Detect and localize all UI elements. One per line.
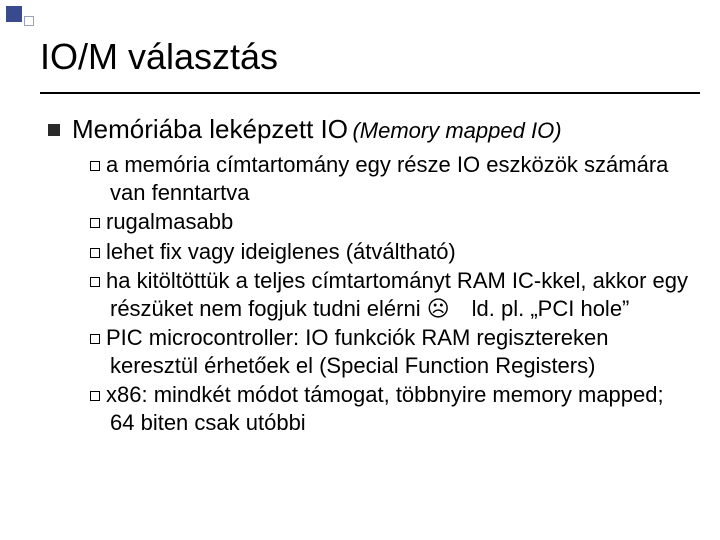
- list-item-text: PIC microcontroller: IO funkciók RAM reg…: [106, 325, 609, 378]
- square-outline-bullet-icon: [90, 277, 100, 287]
- bullet-level1-text: Memóriába leképzett IO (Memory mapped IO…: [72, 114, 562, 145]
- lvl1-main: Memóriába leképzett IO: [72, 114, 348, 144]
- bullet-level2-list: a memória címtartomány egy része IO eszk…: [90, 151, 690, 436]
- list-item-text: x86: mindkét módot támogat, többnyire me…: [106, 382, 664, 435]
- list-item-text: a memória címtartomány egy része IO eszk…: [106, 152, 668, 205]
- square-outline-bullet-icon: [90, 391, 100, 401]
- square-bullet-icon: [48, 124, 60, 136]
- bullet-level1: Memóriába leképzett IO (Memory mapped IO…: [48, 114, 690, 145]
- square-outline-bullet-icon: [90, 334, 100, 344]
- square-outline-icon: [24, 16, 34, 26]
- slide-title: IO/M választás: [40, 36, 278, 78]
- list-item-text: lehet fix vagy ideiglenes (átváltható): [106, 239, 456, 264]
- list-item: rugalmasabb: [90, 208, 690, 236]
- list-item-text: rugalmasabb: [106, 209, 233, 234]
- list-item: lehet fix vagy ideiglenes (átváltható): [90, 238, 690, 266]
- square-outline-bullet-icon: [90, 248, 100, 258]
- square-icon: [6, 6, 22, 22]
- slide-body: Memóriába leképzett IO (Memory mapped IO…: [48, 114, 690, 438]
- list-item: a memória címtartomány egy része IO eszk…: [90, 151, 690, 206]
- list-item: PIC microcontroller: IO funkciók RAM reg…: [90, 324, 690, 379]
- list-item: ha kitöltöttük a teljes címtartományt RA…: [90, 267, 690, 322]
- list-item: x86: mindkét módot támogat, többnyire me…: [90, 381, 690, 436]
- lvl1-sub: (Memory mapped IO): [352, 118, 561, 143]
- square-outline-bullet-icon: [90, 161, 100, 171]
- list-item-text: ha kitöltöttük a teljes címtartományt RA…: [106, 268, 688, 321]
- title-underline: [40, 92, 700, 94]
- square-outline-bullet-icon: [90, 218, 100, 228]
- slide: IO/M választás Memóriába leképzett IO (M…: [0, 0, 720, 540]
